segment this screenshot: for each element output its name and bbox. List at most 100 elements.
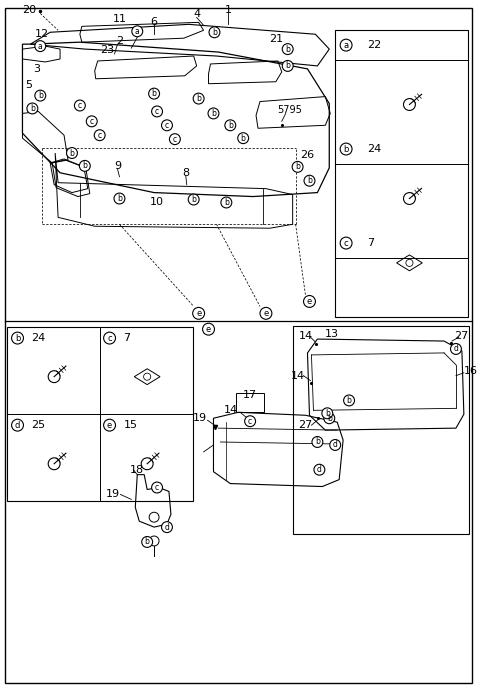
Circle shape bbox=[312, 437, 323, 448]
Circle shape bbox=[149, 88, 159, 99]
Text: e: e bbox=[196, 309, 201, 318]
Text: b: b bbox=[30, 104, 35, 113]
Text: d: d bbox=[165, 522, 169, 531]
Text: 26: 26 bbox=[300, 150, 314, 160]
Circle shape bbox=[282, 61, 293, 71]
Circle shape bbox=[451, 343, 461, 354]
Text: b: b bbox=[212, 28, 217, 37]
Bar bbox=[7, 328, 192, 502]
Text: d: d bbox=[333, 440, 337, 449]
Text: b: b bbox=[83, 162, 87, 171]
Circle shape bbox=[149, 512, 159, 522]
Text: b: b bbox=[70, 149, 74, 158]
Circle shape bbox=[48, 371, 60, 383]
Text: b: b bbox=[228, 121, 233, 130]
Circle shape bbox=[209, 27, 220, 38]
Text: b: b bbox=[211, 109, 216, 118]
Text: 20: 20 bbox=[23, 6, 36, 15]
Text: 5795: 5795 bbox=[277, 106, 302, 115]
Circle shape bbox=[161, 522, 172, 533]
Circle shape bbox=[330, 439, 341, 451]
Text: b: b bbox=[145, 538, 150, 547]
Circle shape bbox=[114, 193, 125, 204]
Circle shape bbox=[324, 413, 335, 424]
Text: a: a bbox=[344, 41, 348, 50]
Circle shape bbox=[152, 106, 163, 117]
Circle shape bbox=[86, 116, 97, 126]
Circle shape bbox=[192, 307, 204, 319]
Circle shape bbox=[104, 332, 116, 344]
Text: b: b bbox=[117, 194, 122, 203]
Text: 6: 6 bbox=[151, 17, 157, 28]
Circle shape bbox=[282, 44, 293, 55]
Text: 13: 13 bbox=[325, 329, 339, 339]
Text: 1: 1 bbox=[225, 6, 232, 15]
Circle shape bbox=[193, 93, 204, 104]
Text: b: b bbox=[295, 162, 300, 171]
Text: 7: 7 bbox=[123, 333, 131, 343]
Text: b: b bbox=[191, 195, 196, 204]
Text: 16: 16 bbox=[464, 366, 478, 376]
Bar bbox=[236, 392, 264, 413]
Circle shape bbox=[169, 133, 180, 144]
Circle shape bbox=[35, 90, 46, 101]
Circle shape bbox=[322, 408, 333, 419]
Circle shape bbox=[344, 395, 355, 406]
Circle shape bbox=[404, 99, 415, 111]
Text: a: a bbox=[38, 41, 43, 50]
Text: b: b bbox=[347, 396, 351, 405]
Text: d: d bbox=[317, 465, 322, 474]
Text: a: a bbox=[135, 27, 140, 36]
Text: e: e bbox=[107, 421, 112, 430]
Text: c: c bbox=[155, 483, 159, 492]
Circle shape bbox=[304, 176, 315, 186]
Circle shape bbox=[27, 103, 38, 114]
Text: 9: 9 bbox=[114, 161, 121, 171]
Text: 27: 27 bbox=[454, 331, 468, 341]
Bar bbox=[335, 30, 468, 317]
Text: 22: 22 bbox=[367, 40, 381, 50]
Circle shape bbox=[404, 193, 415, 205]
Circle shape bbox=[340, 39, 352, 51]
Text: b: b bbox=[15, 334, 20, 343]
Text: 14: 14 bbox=[299, 331, 312, 341]
Text: c: c bbox=[173, 135, 177, 144]
Circle shape bbox=[132, 26, 143, 37]
Circle shape bbox=[142, 536, 153, 547]
Text: e: e bbox=[307, 297, 312, 306]
Text: c: c bbox=[165, 121, 169, 130]
Bar bbox=[293, 326, 469, 534]
Text: 19: 19 bbox=[105, 489, 120, 500]
Text: 19: 19 bbox=[192, 413, 206, 424]
Circle shape bbox=[48, 458, 60, 470]
Text: 15: 15 bbox=[123, 420, 137, 430]
Text: b: b bbox=[343, 144, 349, 153]
Text: c: c bbox=[155, 107, 159, 116]
Circle shape bbox=[144, 373, 151, 380]
Circle shape bbox=[79, 160, 90, 171]
Text: d: d bbox=[454, 345, 458, 354]
Text: c: c bbox=[78, 101, 82, 110]
Text: b: b bbox=[285, 45, 290, 54]
Text: b: b bbox=[241, 133, 246, 142]
Text: b: b bbox=[196, 94, 201, 103]
Text: b: b bbox=[224, 198, 229, 207]
Circle shape bbox=[221, 197, 232, 208]
Circle shape bbox=[238, 133, 249, 144]
Text: 11: 11 bbox=[112, 15, 126, 24]
Circle shape bbox=[340, 143, 352, 155]
Text: b: b bbox=[315, 437, 320, 446]
Text: b: b bbox=[327, 414, 332, 423]
Circle shape bbox=[94, 130, 105, 141]
Text: c: c bbox=[344, 238, 348, 247]
Circle shape bbox=[208, 108, 219, 119]
Text: c: c bbox=[248, 417, 252, 426]
Circle shape bbox=[260, 307, 272, 319]
Text: 27: 27 bbox=[299, 420, 312, 430]
Circle shape bbox=[141, 458, 153, 470]
Circle shape bbox=[314, 464, 325, 475]
Text: d: d bbox=[15, 421, 20, 430]
Text: c: c bbox=[107, 334, 112, 343]
Text: c: c bbox=[90, 117, 94, 126]
Text: e: e bbox=[206, 325, 211, 334]
